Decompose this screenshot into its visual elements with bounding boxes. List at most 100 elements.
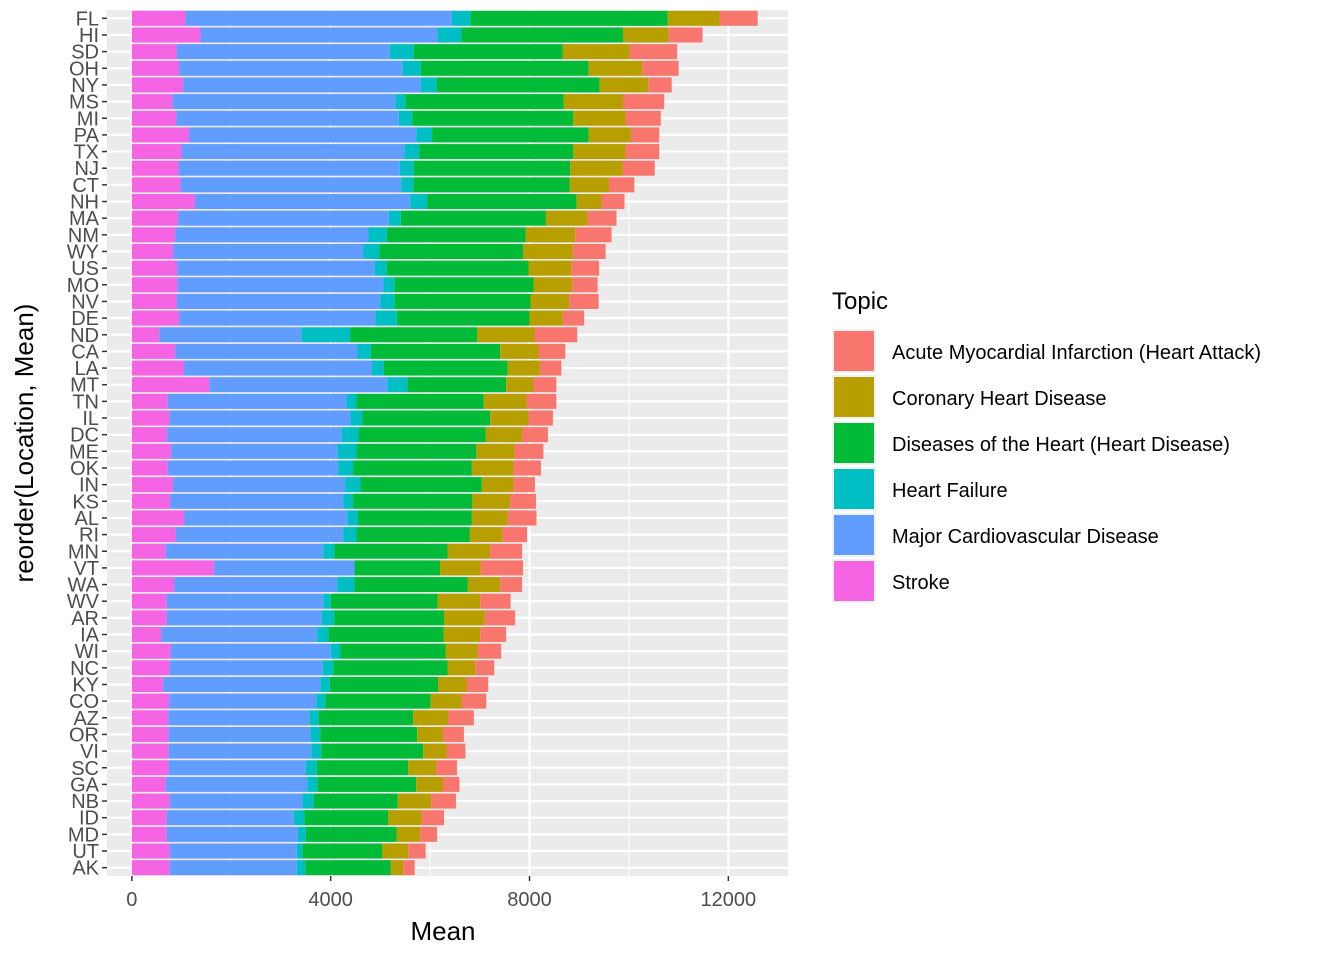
bar-segment-wi-major-cardiovascular-disease <box>170 643 331 659</box>
y-tick-label: WY <box>67 241 99 263</box>
y-tick-label: AZ <box>73 708 99 730</box>
bar-segment-wa-acute-myocardial-infarction-heart-attack <box>500 577 523 593</box>
bar-segment-nj-diseases-of-the-heart-heart-disease <box>413 160 571 176</box>
bar-segment-ak-coronary-heart-disease <box>390 860 404 876</box>
bar-segment-nj-heart-failure <box>399 160 414 176</box>
bar-segment-co-coronary-heart-disease <box>430 693 462 709</box>
y-tick-label: NC <box>70 658 99 680</box>
y-axis-title: reorder(Location, Mean) <box>9 304 39 583</box>
bar-segment-nm-heart-failure <box>368 227 387 243</box>
bar-segment-de-heart-failure <box>375 310 397 326</box>
bar-segment-nb-coronary-heart-disease <box>397 793 432 809</box>
bar-segment-ct-stroke <box>131 177 181 193</box>
bar-segment-de-coronary-heart-disease <box>529 310 563 326</box>
bar-segment-nd-acute-myocardial-infarction-heart-attack <box>534 327 578 343</box>
bar-segment-md-acute-myocardial-infarction-heart-attack <box>420 826 438 842</box>
bar-segment-mi-acute-myocardial-infarction-heart-attack <box>625 110 661 126</box>
bar-segment-mt-diseases-of-the-heart-heart-disease <box>407 377 507 393</box>
bar-segment-az-heart-failure <box>309 710 319 726</box>
bar-segment-us-heart-failure <box>374 260 387 276</box>
bar-segment-ak-diseases-of-the-heart-heart-disease <box>305 860 391 876</box>
legend-label: Heart Failure <box>892 480 1008 502</box>
bar-segment-or-stroke <box>131 726 169 742</box>
bar-segment-mn-major-cardiovascular-disease <box>165 543 324 559</box>
bar-segment-ca-coronary-heart-disease <box>500 343 539 359</box>
bar-segment-nb-heart-failure <box>302 793 314 809</box>
bar-segment-ok-stroke <box>131 460 168 476</box>
bar-segment-vi-diseases-of-the-heart-heart-disease <box>321 743 424 759</box>
y-tick-label: MT <box>70 375 99 397</box>
bar-segment-dc-stroke <box>131 427 168 443</box>
bar-segment-sc-diseases-of-the-heart-heart-disease <box>316 760 409 776</box>
y-tick-label: OR <box>69 724 99 746</box>
bar-segment-ct-acute-myocardial-infarction-heart-attack <box>609 177 635 193</box>
y-tick-label: NM <box>68 225 99 247</box>
bar-segment-wy-coronary-heart-disease <box>523 243 573 259</box>
bar-segment-wi-diseases-of-the-heart-heart-disease <box>340 643 446 659</box>
bar-segment-vi-stroke <box>131 743 169 759</box>
bar-segment-vt-major-cardiovascular-disease <box>213 560 355 576</box>
bar-segment-me-stroke <box>131 443 172 459</box>
bar-segment-nj-stroke <box>131 160 179 176</box>
bar-segment-me-diseases-of-the-heart-heart-disease <box>356 443 477 459</box>
bar-segment-us-major-cardiovascular-disease <box>177 260 375 276</box>
bar-segment-co-heart-failure <box>316 693 326 709</box>
y-tick-label: NV <box>71 291 99 313</box>
bar-segment-ut-stroke <box>131 843 170 859</box>
bar-segment-pa-diseases-of-the-heart-heart-disease <box>432 127 589 143</box>
bar-segment-mo-acute-myocardial-infarction-heart-attack <box>572 277 598 293</box>
bar-segment-in-major-cardiovascular-disease <box>173 477 346 493</box>
bar-segment-nh-coronary-heart-disease <box>576 194 602 210</box>
bar-segment-wy-acute-myocardial-infarction-heart-attack <box>572 243 606 259</box>
bar-segment-ny-diseases-of-the-heart-heart-disease <box>436 77 600 93</box>
bar-segment-ms-heart-failure <box>395 94 406 110</box>
bar-segment-de-diseases-of-the-heart-heart-disease <box>396 310 530 326</box>
y-tick-label: NJ <box>75 158 99 180</box>
y-tick-label: AK <box>72 858 99 880</box>
bar-segment-in-diseases-of-the-heart-heart-disease <box>360 477 482 493</box>
bar-segment-ms-acute-myocardial-infarction-heart-attack <box>622 94 665 110</box>
y-tick-label: CO <box>69 691 99 713</box>
bar-segment-oh-heart-failure <box>402 60 421 76</box>
bar-segment-ma-stroke <box>131 210 179 226</box>
bar-segment-wv-major-cardiovascular-disease <box>166 593 324 609</box>
y-tick-label: OK <box>70 458 100 480</box>
bar-segment-mn-coronary-heart-disease <box>447 543 491 559</box>
bar-segment-hi-acute-myocardial-infarction-heart-attack <box>668 27 703 43</box>
y-tick-label: GA <box>70 774 100 796</box>
y-tick-label: IL <box>82 408 99 430</box>
bar-segment-de-major-cardiovascular-disease <box>179 310 376 326</box>
bar-segment-vi-coronary-heart-disease <box>423 743 447 759</box>
bar-segment-ky-diseases-of-the-heart-heart-disease <box>329 676 439 692</box>
bar-segment-sc-major-cardiovascular-disease <box>168 760 306 776</box>
bar-segment-mi-major-cardiovascular-disease <box>176 110 399 126</box>
bar-segment-ri-coronary-heart-disease <box>469 527 503 543</box>
bar-segment-ga-heart-failure <box>307 776 318 792</box>
bar-segment-md-major-cardiovascular-disease <box>166 826 298 842</box>
bar-segment-hi-diseases-of-the-heart-heart-disease <box>461 27 623 43</box>
bar-segment-il-acute-myocardial-infarction-heart-attack <box>528 410 553 426</box>
bar-segment-dc-diseases-of-the-heart-heart-disease <box>358 427 486 443</box>
bar-segment-ca-diseases-of-the-heart-heart-disease <box>370 343 501 359</box>
y-tick-label: HI <box>79 25 99 47</box>
bar-segment-vt-coronary-heart-disease <box>440 560 481 576</box>
bar-segment-ga-acute-myocardial-infarction-heart-attack <box>443 776 460 792</box>
bar-segment-la-acute-myocardial-infarction-heart-attack <box>539 360 562 376</box>
bar-segment-us-diseases-of-the-heart-heart-disease <box>386 260 529 276</box>
bar-segment-md-diseases-of-the-heart-heart-disease <box>305 826 397 842</box>
bar-segment-mt-acute-myocardial-infarction-heart-attack <box>533 377 557 393</box>
bar-segment-nh-diseases-of-the-heart-heart-disease <box>427 194 577 210</box>
bar-segment-ar-major-cardiovascular-disease <box>166 610 322 626</box>
bar-segment-oh-major-cardiovascular-disease <box>179 60 403 76</box>
bar-segment-in-heart-failure <box>345 477 361 493</box>
bar-segment-ia-stroke <box>131 627 162 643</box>
bar-segment-az-acute-myocardial-infarction-heart-attack <box>447 710 474 726</box>
bar-segment-mo-major-cardiovascular-disease <box>177 277 384 293</box>
bar-segment-md-stroke <box>131 826 167 842</box>
bar-segment-ia-diseases-of-the-heart-heart-disease <box>328 627 444 643</box>
bar-segment-fl-stroke <box>131 10 186 26</box>
bar-segment-ks-coronary-heart-disease <box>472 493 511 509</box>
y-tick-label: KY <box>72 674 99 696</box>
y-tick-label: CA <box>71 341 99 363</box>
bar-segment-nv-coronary-heart-disease <box>530 293 570 309</box>
